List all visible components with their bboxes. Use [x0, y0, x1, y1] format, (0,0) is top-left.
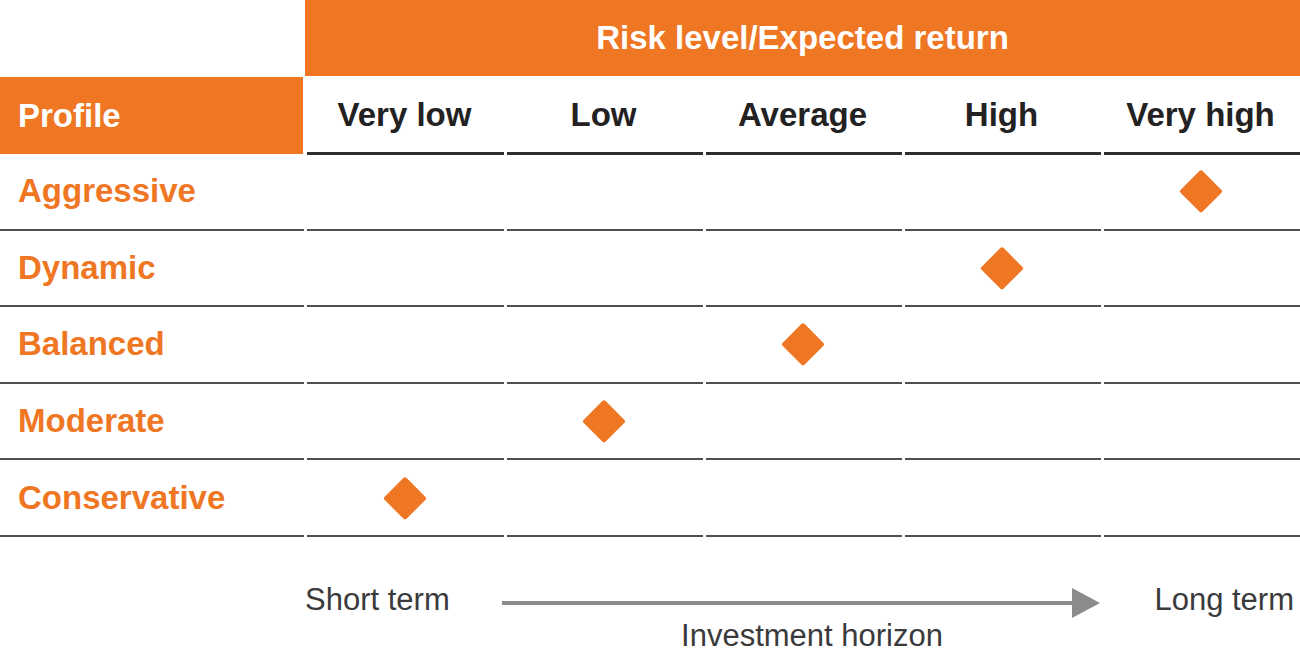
cell-gap — [304, 152, 307, 538]
risk-level-banner: Risk level/Expected return — [305, 0, 1300, 76]
risk-profile-chart: Risk level/Expected return Profile Very … — [0, 0, 1300, 658]
row-label: Moderate — [0, 402, 165, 440]
table-row-moderate: Moderate — [0, 384, 1300, 461]
table-row-dynamic: Dynamic — [0, 231, 1300, 308]
row-label: Dynamic — [0, 249, 156, 287]
row-label: Balanced — [0, 325, 165, 363]
column-header-average: Average — [703, 77, 902, 152]
table-row-conservative: Conservative — [0, 460, 1300, 537]
table-row-balanced: Balanced — [0, 307, 1300, 384]
cell-gap — [504, 152, 507, 538]
row-label: Conservative — [0, 479, 225, 517]
table-body: Aggressive Dynamic Balanced Moderate Con… — [0, 154, 1300, 537]
axis-arrowhead-icon — [1072, 588, 1100, 618]
profile-header-label: Profile — [18, 97, 121, 135]
column-header-row: Very low Low Average High Very high — [305, 77, 1300, 152]
cell-gap — [1101, 152, 1104, 538]
banner-title: Risk level/Expected return — [596, 19, 1009, 57]
table-row-aggressive: Aggressive — [0, 154, 1300, 231]
cell-gap — [902, 152, 905, 538]
axis-label-short-term: Short term — [305, 582, 450, 618]
column-header-low: Low — [504, 77, 703, 152]
axis-title-investment-horizon: Investment horizon — [681, 618, 943, 654]
axis-label-long-term: Long term — [1154, 582, 1294, 618]
cell-gap — [703, 152, 706, 538]
column-header-high: High — [902, 77, 1101, 152]
column-header-very-low: Very low — [305, 77, 504, 152]
row-label: Aggressive — [0, 172, 196, 210]
profile-header-cell: Profile — [0, 77, 303, 154]
axis-arrow-line — [502, 601, 1073, 605]
column-header-very-high: Very high — [1101, 77, 1300, 152]
